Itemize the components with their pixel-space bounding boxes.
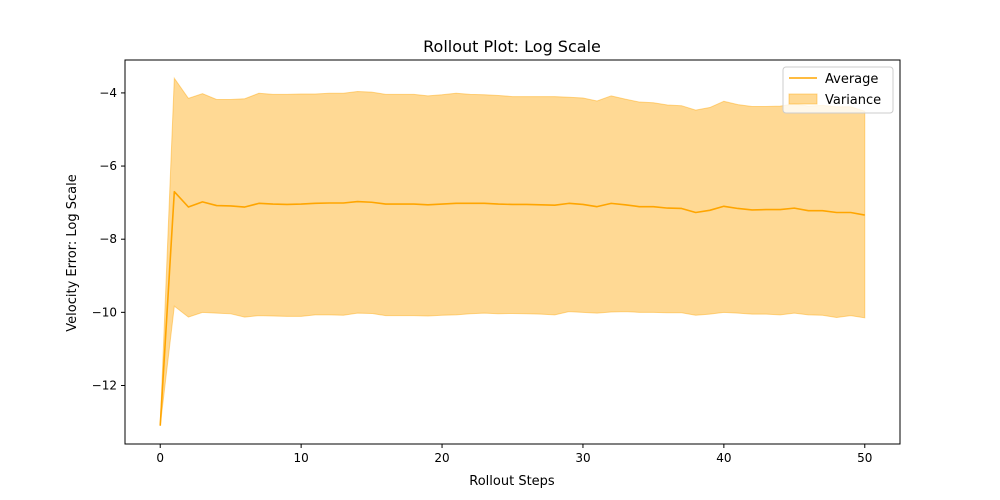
y-axis: −12 −10 −8 −6 −4 — [92, 86, 125, 392]
chart-title: Rollout Plot: Log Scale — [423, 37, 601, 56]
x-tick-label: 20 — [434, 451, 449, 465]
x-tick-label: 10 — [293, 451, 308, 465]
plot-area — [124, 59, 901, 445]
y-tick-label: −12 — [92, 378, 117, 392]
variance-band — [159, 76, 866, 426]
x-axis: 0 10 20 30 40 50 — [156, 444, 872, 465]
legend: Average Variance — [782, 66, 894, 114]
y-axis-label: Velocity Error: Log Scale — [65, 174, 80, 331]
x-axis-label: Rollout Steps — [469, 474, 555, 489]
legend-variance-swatch — [788, 93, 818, 105]
x-tick-label: 0 — [156, 451, 164, 465]
y-tick-label: −6 — [99, 159, 117, 173]
x-tick-label: 30 — [575, 451, 590, 465]
x-tick-label: 50 — [857, 451, 872, 465]
y-tick-label: −8 — [99, 232, 117, 246]
x-tick-label: 40 — [716, 451, 731, 465]
legend-average-label: Average — [825, 72, 878, 87]
y-tick-label: −4 — [99, 86, 117, 100]
y-tick-label: −10 — [92, 305, 117, 319]
legend-variance-label: Variance — [825, 93, 881, 108]
average-line — [159, 190, 865, 426]
plot-frame — [124, 59, 901, 445]
